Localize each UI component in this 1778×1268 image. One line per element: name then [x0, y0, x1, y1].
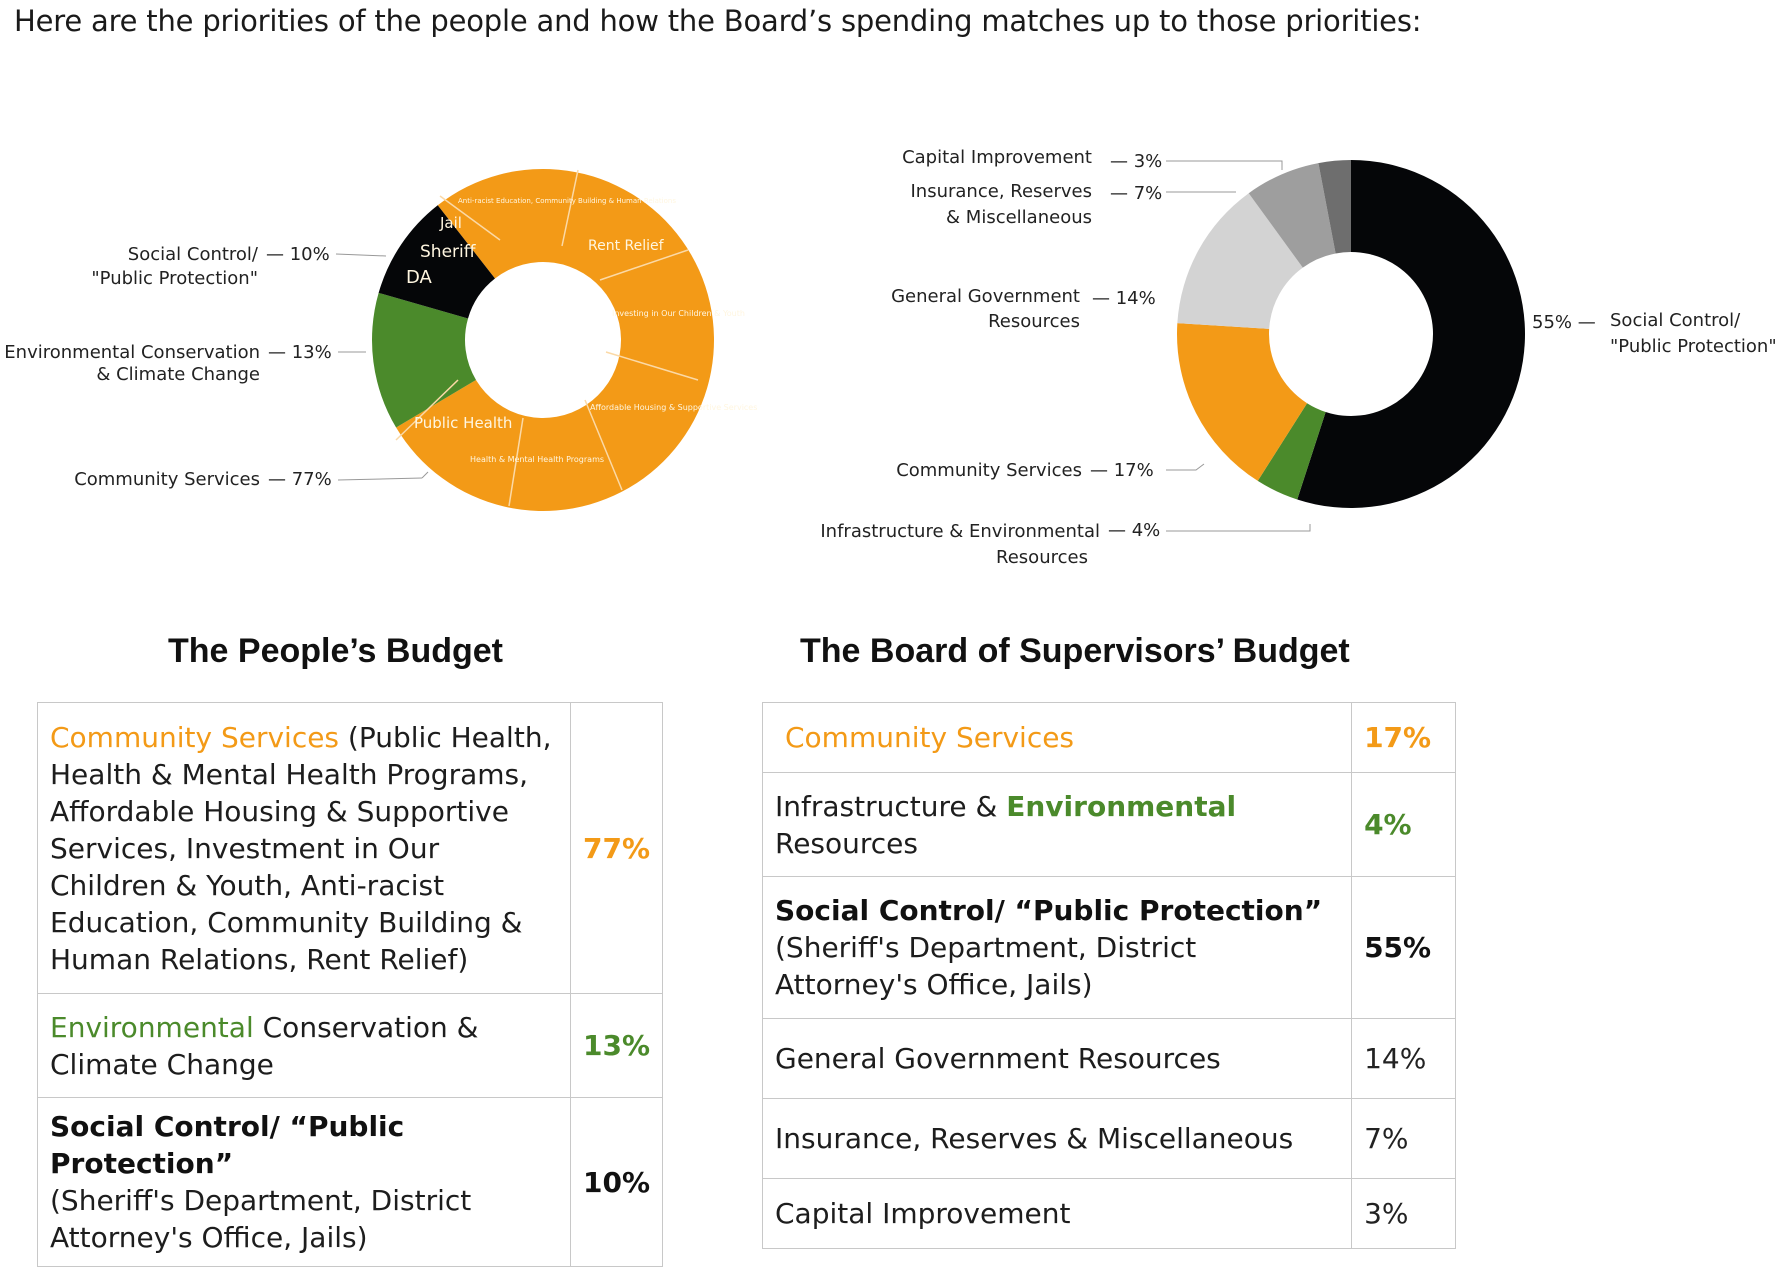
callout-social-control-pct: — 10%: [266, 244, 330, 265]
category-detail: (Sheriff's Department, District Attorney…: [775, 931, 1197, 1001]
category-detail: (Public Health, Health & Mental Health P…: [50, 720, 552, 976]
people-callouts: Social Control/ "Public Protection" — 10…: [4, 244, 429, 490]
people-budget-table: Community Services (Public Health, Healt…: [36, 702, 663, 1267]
row-percent: 14%: [1351, 1018, 1456, 1099]
slice-label-public-health: Public Health: [414, 414, 512, 432]
slice-label-health-programs: Health & Mental Health Programs: [470, 455, 604, 464]
table-row: Insurance, Reserves & Miscellaneous 7%: [761, 1098, 1456, 1179]
callout-infrastructure-line2: Resources: [996, 547, 1088, 568]
row-percent: 55%: [1351, 876, 1456, 1019]
slice-label-da: DA: [406, 267, 433, 288]
category-name: Community Services: [50, 720, 340, 754]
row-description: General Government Resources: [761, 1018, 1353, 1099]
slice-insurance-reserves-miscellaneous: [1248, 163, 1336, 268]
table-row: Infrastructure & Environmental Resources…: [761, 772, 1456, 877]
row-description: Capital Improvement: [761, 1178, 1353, 1249]
row-percent: 7%: [1351, 1098, 1456, 1179]
row-description: Community Services: [761, 702, 1353, 773]
slice-social-control-public-protection: [1297, 160, 1525, 508]
row-percent: 4%: [1351, 772, 1456, 877]
callout-environment-line2: & Climate Change: [96, 364, 260, 385]
callout-environment-line1: Environmental Conservation: [4, 342, 260, 363]
category-detail: Resources: [775, 826, 918, 860]
callout-general-line1: General Government: [891, 286, 1080, 307]
slice-social-control-public-protection: [378, 205, 495, 319]
row-percent: 17%: [1351, 702, 1456, 773]
category-prefix: Infrastructure &: [775, 789, 1007, 823]
row-percent: 77%: [570, 702, 663, 994]
category-name: Environmental: [1006, 789, 1237, 823]
row-description: Social Control/ “Public Protection” (Sher…: [36, 1097, 572, 1267]
category-name: Community Services: [785, 721, 1075, 754]
board-callouts: Capital Improvement — 3% Insurance, Rese…: [820, 147, 1776, 568]
category-detail: Conservation & Climate Change: [50, 1010, 479, 1081]
slice-label-education: Anti-racist Education, Community Buildin…: [458, 197, 676, 205]
callout-social-control-line2: "Public Protection": [91, 268, 258, 289]
table-row: Social Control/ “Public Protection” (Sher…: [36, 1097, 663, 1267]
callout-social-control-pct: 55% —: [1532, 312, 1596, 333]
category-name: Environmental: [50, 1010, 254, 1044]
callout-social-control-line1: Social Control/: [1610, 310, 1741, 331]
slice-general-government-resources: [1177, 193, 1303, 329]
slice-infrastructure-environmental-resources: [1257, 403, 1326, 500]
callout-general-pct: — 14%: [1092, 288, 1156, 309]
board-donut: [1177, 160, 1525, 508]
row-percent: 3%: [1351, 1178, 1456, 1249]
slice-community-services: [396, 168, 714, 511]
row-percent: 13%: [570, 993, 663, 1098]
board-budget-title: The Board of Supervisors’ Budget: [800, 632, 1350, 670]
slice-label-sheriff: Sheriff: [420, 242, 477, 262]
callout-social-control-line2: "Public Protection": [1610, 336, 1777, 357]
slice-label-jail: Jail: [439, 214, 462, 232]
slice-label-rent-relief: Rent Relief: [588, 238, 665, 254]
row-description: Environmental Conservation & Climate Cha…: [36, 993, 572, 1098]
callout-infrastructure-pct: — 4%: [1108, 520, 1160, 541]
callout-community-line1: Community Services: [896, 460, 1082, 481]
row-description: Social Control/ “Public Protection” (Sher…: [761, 876, 1353, 1019]
donut-charts: Jail Sheriff DA Rent Relief Public Healt…: [4, 147, 1776, 568]
table-row: Environmental Conservation & Climate Cha…: [36, 993, 663, 1098]
people-budget-title: The People’s Budget: [168, 632, 504, 670]
table-row: Capital Improvement 3%: [761, 1178, 1456, 1249]
callout-insurance-pct: — 7%: [1110, 183, 1162, 204]
category-name: Social Control/ “Public Protection”: [775, 894, 1323, 927]
callout-capital-pct: — 3%: [1110, 151, 1162, 172]
slice-community-services: [1177, 323, 1308, 481]
callout-capital-line1: Capital Improvement: [902, 147, 1092, 168]
callout-insurance-line2: & Miscellaneous: [946, 207, 1092, 228]
people-donut: Jail Sheriff DA Rent Relief Public Healt…: [371, 168, 757, 511]
board-budget-table: Community Services 17% Infrastructure & …: [761, 702, 1456, 1249]
row-description: Community Services (Public Health, Healt…: [36, 702, 572, 994]
row-description: Infrastructure & Environmental Resources: [761, 772, 1353, 877]
slice-capital-improvement: [1318, 160, 1351, 254]
table-row: Community Services 17%: [761, 702, 1456, 773]
callout-general-line2: Resources: [988, 311, 1080, 332]
callout-community-line1: Community Services: [74, 469, 260, 490]
callout-environment-pct: — 13%: [268, 342, 332, 363]
callout-social-control-line1: Social Control/: [128, 244, 259, 265]
row-percent: 10%: [570, 1097, 663, 1267]
category-detail: (Sheriff's Department, District Attorney…: [50, 1184, 472, 1254]
table-row: General Government Resources 14%: [761, 1018, 1456, 1099]
slice-label-housing: Affordable Housing & Supportive Services: [590, 403, 757, 412]
intro-text: Here are the priorities of the people an…: [14, 4, 1422, 38]
table-row: Community Services (Public Health, Healt…: [36, 702, 663, 994]
callout-insurance-line1: Insurance, Reserves: [911, 181, 1093, 202]
callout-infrastructure-line1: Infrastructure & Environmental: [820, 521, 1100, 542]
table-row: Social Control/ “Public Protection” (Sher…: [761, 876, 1456, 1019]
callout-community-pct: — 77%: [268, 469, 332, 490]
category-name: Social Control/ “Public Protection”: [50, 1110, 405, 1180]
row-description: Insurance, Reserves & Miscellaneous: [761, 1098, 1353, 1179]
callout-community-pct: — 17%: [1090, 460, 1154, 481]
slice-label-children: Investing in Our Children & Youth: [612, 309, 745, 318]
slice-environmental-conservation-climate-change: [371, 292, 477, 428]
